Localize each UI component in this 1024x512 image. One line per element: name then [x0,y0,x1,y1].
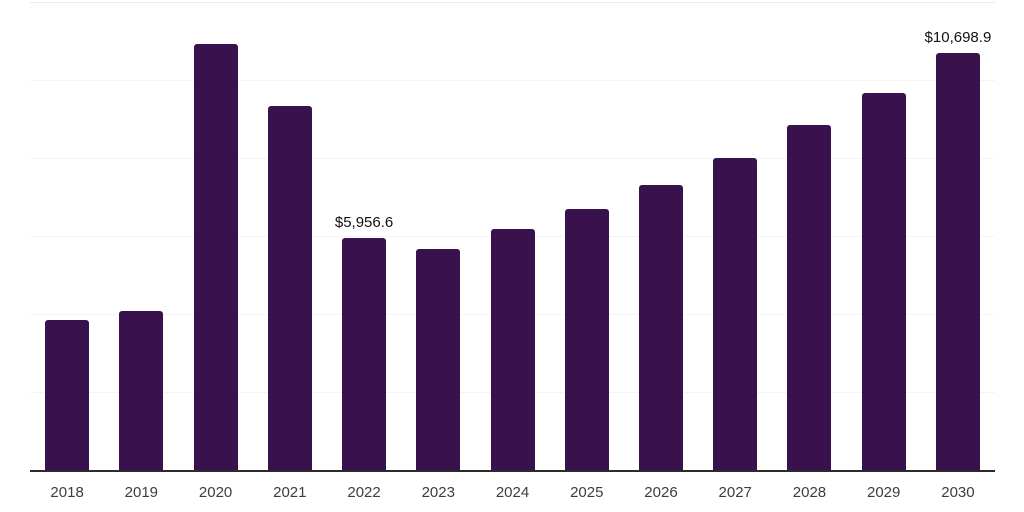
band-2020 [178,2,252,470]
band-2021 [253,2,327,470]
x-tick-2027: 2027 [718,484,752,501]
gridline-8000 [30,158,995,159]
bar-2029 [861,92,906,470]
x-tick-2025: 2025 [570,484,604,501]
band-2022: $5,956.6 [327,2,401,470]
x-tick-2028: 2028 [792,484,827,501]
bar-2024 [490,228,535,470]
bar-2021 [267,105,312,470]
x-tick-2029: 2029 [867,484,901,501]
x-tick-2023: 2023 [421,484,455,501]
gridline-12000 [30,2,995,3]
bar-2026 [638,184,683,470]
x-tick-2026: 2026 [644,484,678,501]
band-2028 [772,2,846,470]
data-label-2030: $10,698.9 [924,28,992,46]
x-tick-2019: 2019 [124,484,159,501]
band-2024 [475,2,549,470]
bar-2025 [564,208,609,470]
band-2025 [550,2,624,470]
x-tick-2018: 2018 [50,484,84,501]
x-tick-2020: 2020 [198,484,233,501]
bar-2023 [416,248,461,470]
bar-2027 [713,157,758,470]
plot-area: $5,956.6 $10,698.9 [30,2,995,472]
band-2019 [104,2,178,470]
band-2026 [624,2,698,470]
bar-2018 [45,319,90,470]
bars-container: $5,956.6 $10,698.9 [30,2,995,470]
bar-2030 [935,52,980,470]
x-tick-2024: 2024 [495,484,530,501]
bar-2028 [787,124,832,470]
gridline-10000 [30,80,995,81]
x-tick-2030: 2030 [941,484,975,501]
bar-2022 [342,237,387,470]
band-2018 [30,2,104,470]
band-2029 [847,2,921,470]
x-tick-2022: 2022 [347,484,381,501]
band-2023 [401,2,475,470]
band-2027 [698,2,772,470]
x-tick-2021: 2021 [273,484,307,501]
data-label-2022: $5,956.6 [334,213,394,231]
x-axis: 2018 2019 2020 2021 2022 2023 2024 2025 2026 2027… [30,472,995,512]
band-2030: $10,698.9 [921,2,995,470]
bar-2019 [119,310,164,470]
bar-2020 [193,44,238,470]
